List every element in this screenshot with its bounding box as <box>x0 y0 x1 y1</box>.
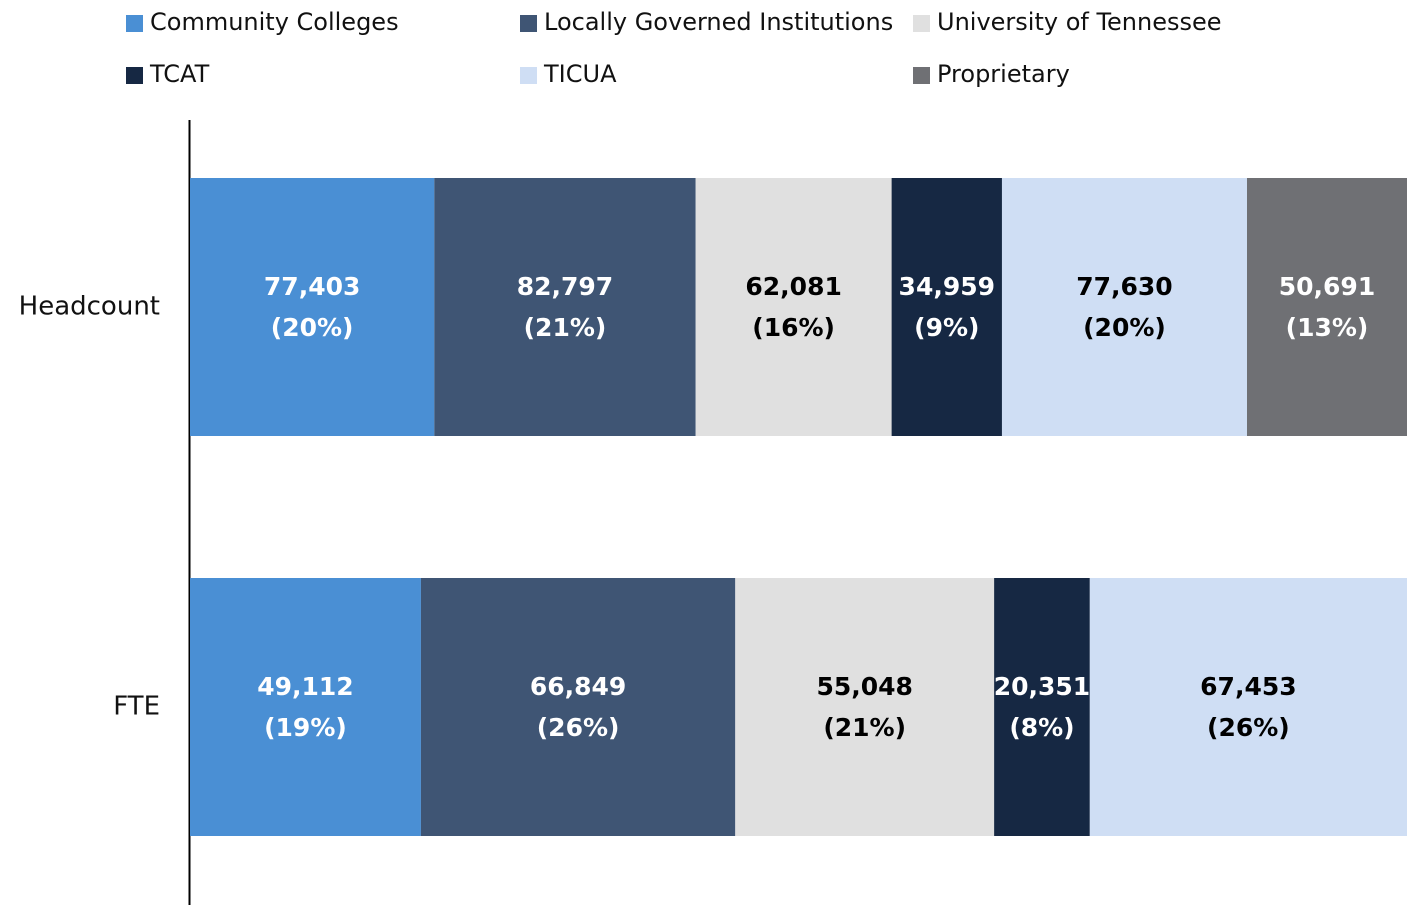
legend-label: TCAT <box>149 60 210 88</box>
bar-segment <box>434 178 696 436</box>
data-label: 49,112 <box>257 672 353 701</box>
data-label: 20,351 <box>994 672 1090 701</box>
share-label: (16%) <box>752 313 835 342</box>
data-label: 34,959 <box>899 272 995 301</box>
share-label: (26%) <box>537 713 620 742</box>
data-label: 67,453 <box>1200 672 1296 701</box>
bar-segment <box>994 578 1090 836</box>
bar-segment <box>735 578 995 836</box>
legend-swatch <box>913 15 930 32</box>
data-label: 66,849 <box>530 672 626 701</box>
legend-swatch <box>520 15 537 32</box>
legend-swatch <box>520 67 537 84</box>
share-label: (26%) <box>1207 713 1290 742</box>
data-label: 77,630 <box>1076 272 1172 301</box>
legend-label: Locally Governed Institutions <box>544 8 893 36</box>
data-label: 77,403 <box>264 272 360 301</box>
bar-segment <box>190 178 435 436</box>
legend-label: Proprietary <box>937 60 1070 88</box>
bar-segment <box>1001 178 1247 436</box>
bar-segment <box>190 578 421 836</box>
share-label: (9%) <box>914 313 979 342</box>
data-label: 55,048 <box>816 672 912 701</box>
legend-swatch <box>126 15 143 32</box>
share-label: (13%) <box>1286 313 1369 342</box>
data-label: 82,797 <box>517 272 613 301</box>
share-label: (21%) <box>823 713 906 742</box>
legend-swatch <box>913 67 930 84</box>
data-label: 62,081 <box>745 272 841 301</box>
bar-segment <box>1246 178 1407 436</box>
data-label: 50,691 <box>1279 272 1375 301</box>
legend-swatch <box>126 67 143 84</box>
bar-segment <box>891 178 1002 436</box>
category-label: FTE <box>113 692 160 722</box>
share-label: (8%) <box>1009 713 1074 742</box>
legend-label: Community Colleges <box>150 8 399 36</box>
bar-segment <box>420 578 736 836</box>
share-label: (19%) <box>264 713 347 742</box>
category-label: Headcount <box>19 292 160 322</box>
bar-segment <box>695 178 892 436</box>
share-label: (20%) <box>271 313 354 342</box>
share-label: (21%) <box>524 313 607 342</box>
legend-label: TICUA <box>543 60 617 88</box>
bar-segment <box>1089 578 1407 836</box>
share-label: (20%) <box>1083 313 1166 342</box>
legend-label: University of Tennessee <box>937 8 1222 36</box>
